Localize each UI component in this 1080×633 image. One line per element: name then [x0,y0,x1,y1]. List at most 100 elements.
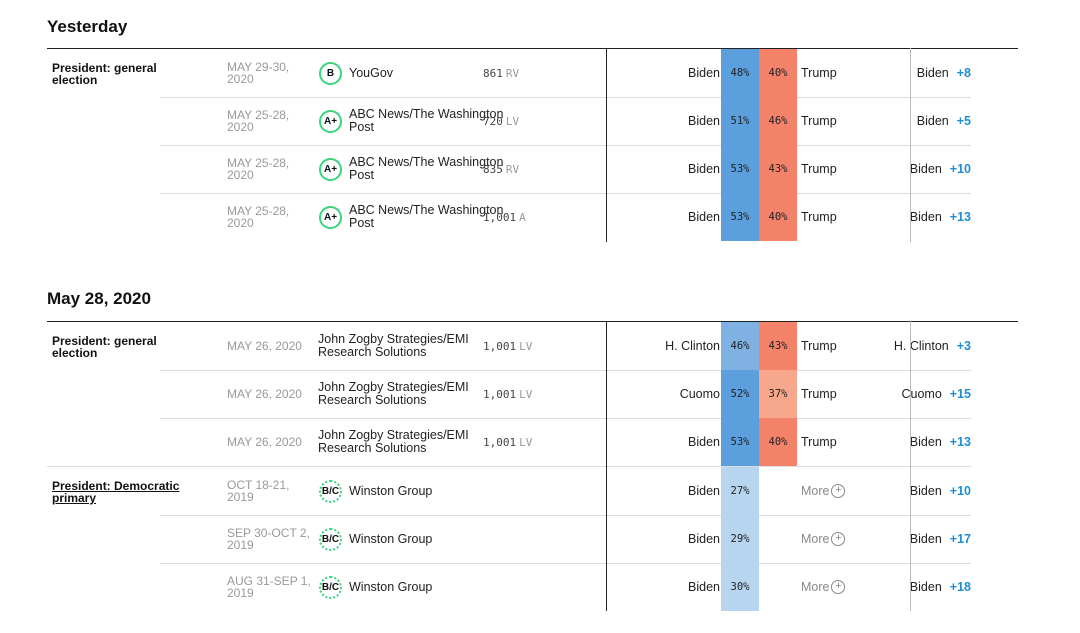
poll-dates: MAY 25-28, 2020 [227,156,290,182]
more-candidates-button[interactable]: More + [801,515,846,563]
plus-icon: + [831,580,846,594]
pollster-name[interactable]: ABC News/The Washington Post [349,155,504,182]
poll-dates: OCT 18-21, 2019 [227,478,290,504]
candidate-2-pct: 37% [759,370,797,418]
sample-population: LV [505,114,520,128]
candidate-1-name: Biden [688,114,720,128]
sample-population: RV [505,66,520,80]
candidate-2-pct: 46% [759,97,797,145]
poll-row[interactable]: MAY 26, 2020 John Zogby Strategies/EMI Re… [160,370,971,419]
pollster-grade-badge[interactable]: B/C [319,576,342,599]
pollster-name[interactable]: ABC News/The Washington Post [349,203,504,230]
more-label: More [801,484,830,498]
more-label: More [801,580,830,594]
net-margin: +13 [949,435,971,449]
net-result: Biden +18 [910,563,971,611]
race-category: President: general election [52,334,157,360]
net-leader: Biden [909,162,942,176]
pollster-name[interactable]: Winston Group [349,531,433,546]
pollster-name[interactable]: John Zogby Strategies/EMI Research Solut… [318,332,469,359]
poll-dates: MAY 25-28, 2020 [227,108,290,134]
candidate-2-name: Trump [801,339,837,353]
pollster-grade-badge[interactable]: A+ [319,110,342,133]
candidate-2-name: Trump [801,387,837,401]
candidate-2-name: Trump [801,162,837,176]
net-leader: Cuomo [901,387,942,401]
poll-row[interactable]: OCT 18-21, 2019 B/C Winston Group Biden 27% M… [160,467,971,516]
sample-size: 1,001 LV [483,418,532,466]
poll-row[interactable]: SEP 30-OCT 2, 2019 B/C Winston Group Biden 2… [160,515,971,564]
section-rule [47,321,1018,322]
candidate-1-name: Biden [688,162,720,176]
net-margin: +18 [949,580,971,594]
sample-size: 1,001 LV [483,322,532,370]
poll-dates: MAY 29-30, 2020 [227,60,290,86]
candidate-2-name: Trump [801,435,837,449]
candidate-1-name: Biden [688,532,720,546]
pollster-grade-badge[interactable]: B [319,62,342,85]
candidate-1-pct: 48% [721,49,759,97]
net-margin: +13 [949,210,971,224]
poll-row[interactable]: MAY 26, 2020 John Zogby Strategies/EMI Re… [160,322,971,371]
net-leader: Biden [916,66,949,80]
candidate-2-pct: 43% [759,145,797,193]
net-result: Biden +13 [910,418,971,466]
plus-icon: + [831,532,846,546]
net-margin: +17 [949,532,971,546]
net-margin: +5 [956,114,971,128]
candidate-1-name: Biden [688,435,720,449]
pollster-name[interactable]: Winston Group [349,579,433,594]
poll-dates: MAY 26, 2020 [227,387,302,401]
poll-row[interactable]: MAY 25-28, 2020 A+ ABC News/The Washington… [160,97,971,146]
net-leader: Biden [916,114,949,128]
more-candidates-button[interactable]: More + [801,467,846,515]
sample-count: 1,001 [483,435,517,449]
candidate-2-pct: 40% [759,193,797,241]
sample-size: 861 RV [483,49,519,97]
net-result: Biden +10 [910,467,971,515]
race-category[interactable]: President: Democratic primary [52,479,180,505]
net-leader: Biden [909,580,942,594]
candidate-1-pct: 51% [721,97,759,145]
sample-population: LV [519,387,533,401]
more-candidates-button[interactable]: More + [801,563,846,611]
pollster-name[interactable]: John Zogby Strategies/EMI Research Solut… [318,428,469,455]
sample-population: LV [519,339,533,353]
net-margin: +10 [949,484,971,498]
day-heading: Yesterday [47,17,128,36]
pollster-name[interactable]: John Zogby Strategies/EMI Research Solut… [318,380,469,407]
poll-row[interactable]: MAY 29-30, 2020 B YouGov 861 RV Biden 48% 40% Tr… [160,49,971,98]
pollster-name[interactable]: ABC News/The Washington Post [349,107,504,134]
candidate-1-pct: 53% [721,193,759,241]
pollster-name[interactable]: YouGov [349,65,394,80]
sample-size: 720 LV [483,97,519,145]
poll-row[interactable]: MAY 25-28, 2020 A+ ABC News/The Washington… [160,193,971,241]
candidate-2-name: Trump [801,210,837,224]
sample-count: 1,001 [483,387,517,401]
poll-row[interactable]: MAY 25-28, 2020 A+ ABC News/The Washington… [160,145,971,194]
candidate-1-name: Biden [688,484,720,498]
candidate-2-pct: 40% [759,49,797,97]
poll-dates: MAY 25-28, 2020 [227,204,290,230]
sample-count: 1,001 [483,339,517,353]
net-result: Cuomo +15 [901,370,971,418]
net-result: Biden +5 [917,97,971,145]
poll-dates: MAY 26, 2020 [227,339,302,353]
sample-size: 835 RV [483,145,519,193]
candidate-2-name: Trump [801,66,837,80]
pollster-grade-badge[interactable]: B/C [319,480,342,503]
pollster-grade-badge[interactable]: A+ [319,206,342,229]
candidate-2-name: Trump [801,114,837,128]
sample-population: LV [519,435,533,449]
poll-row[interactable]: MAY 26, 2020 John Zogby Strategies/EMI Re… [160,418,971,467]
pollster-grade-badge[interactable]: B/C [319,528,342,551]
candidate-1-name: Cuomo [679,387,720,401]
pollster-name[interactable]: Winston Group [349,483,433,498]
sample-count: 835 [483,162,503,176]
pollster-grade-badge[interactable]: A+ [319,158,342,181]
candidate-1-pct: 29% [721,515,759,563]
candidate-1-name: H. Clinton [665,339,720,353]
candidate-2-pct: 43% [759,322,797,370]
sample-size: 1,001 A [483,193,526,241]
poll-row[interactable]: AUG 31-SEP 1, 2019 B/C Winston Group Biden 3… [160,563,971,611]
